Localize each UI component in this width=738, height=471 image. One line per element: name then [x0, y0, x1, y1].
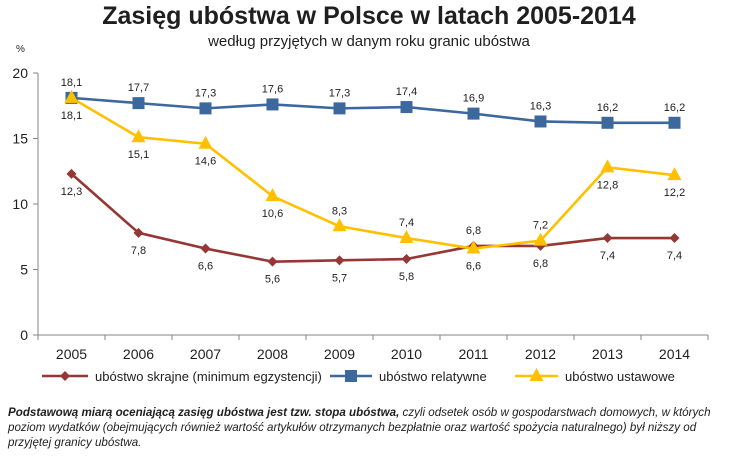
y-tick-label: 0 — [20, 327, 28, 343]
data-point — [534, 115, 547, 128]
x-tick-label: 2007 — [190, 346, 221, 362]
data-point — [333, 102, 346, 115]
data-label: 7,4 — [667, 250, 682, 262]
y-tick-label: 10 — [12, 196, 28, 212]
data-point — [266, 98, 279, 111]
x-tick-label: 2012 — [525, 346, 556, 362]
data-point — [66, 168, 77, 179]
data-point — [601, 116, 614, 129]
data-point — [600, 159, 615, 173]
data-label: 15,1 — [128, 149, 149, 161]
data-label: 17,3 — [329, 87, 350, 99]
y-tick-label: 15 — [12, 131, 28, 147]
data-label: 7,2 — [533, 220, 548, 232]
data-label: 7,4 — [600, 250, 615, 262]
series-line-1 — [70, 172, 675, 263]
data-point — [332, 218, 347, 232]
data-label: 10,6 — [262, 208, 283, 220]
x-tick-label: 2011 — [458, 346, 488, 362]
series-line-3 — [70, 96, 675, 250]
series-markers — [64, 89, 682, 267]
legend-label: ubóstwo ustawowe — [565, 369, 675, 384]
data-labels: 12,3 7,8 6,6 5,6 5,7 5,8 6,8 6,8 7,4 7,4 18,1 17,7 1… — [61, 77, 685, 286]
data-point — [669, 233, 680, 244]
data-label: 18,1 — [61, 110, 82, 122]
data-point — [265, 188, 280, 202]
legend-marker — [529, 368, 544, 381]
x-tick-label: 2009 — [324, 346, 355, 362]
line-chart: % 0 5 10 15 20 2005 2006 2007 2008 2009 2010 2011 201… — [12, 44, 709, 384]
legend-marker — [345, 370, 357, 382]
y-tick-label: 5 — [20, 262, 28, 278]
data-label: 14,6 — [195, 156, 216, 168]
axes: % 0 5 10 15 20 2005 2006 2007 2008 2009 2010 2011 201… — [12, 44, 709, 362]
data-label: 5,8 — [399, 271, 414, 283]
x-tick-label: 2005 — [56, 346, 87, 362]
data-label: 7,8 — [131, 245, 146, 257]
data-point — [64, 89, 79, 103]
data-label: 12,3 — [61, 186, 82, 198]
chart-title: Zasięg ubóstwa w Polsce w latach 2005-20… — [102, 2, 636, 30]
data-label: 12,8 — [597, 179, 618, 191]
data-point — [466, 240, 481, 254]
data-point — [334, 255, 345, 266]
data-label: 16,3 — [530, 100, 551, 112]
x-tick-label: 2013 — [592, 346, 623, 362]
data-label: 6,6 — [466, 261, 481, 273]
data-label: 17,7 — [128, 82, 149, 94]
legend-label: ubóstwo relatywne — [379, 369, 487, 384]
data-label: 8,3 — [332, 205, 347, 217]
data-point — [131, 129, 146, 143]
data-label: 6,6 — [198, 261, 213, 273]
series-lines — [70, 96, 675, 263]
footnote-text: czyli odsetek osób w gospodarstwach domo… — [8, 406, 711, 449]
data-label: 16,9 — [463, 93, 484, 105]
data-label: 5,7 — [332, 272, 347, 284]
data-label: 17,6 — [262, 83, 283, 95]
legend: ubóstwo skrajne (minimum egzystencji) ubó… — [42, 368, 675, 384]
footnote: Podstawową miarą oceniającą zasięg ubóst… — [8, 405, 730, 450]
data-point — [668, 116, 681, 129]
series-line-2 — [71, 96, 675, 125]
y-tick-label: 20 — [12, 65, 28, 81]
data-point — [200, 243, 211, 254]
data-label: 7,4 — [399, 217, 414, 229]
data-label: 17,3 — [195, 87, 216, 99]
data-point — [133, 227, 144, 238]
data-point — [667, 167, 682, 181]
y-axis-unit: % — [16, 44, 25, 55]
x-tick-label: 2006 — [123, 346, 154, 362]
data-point — [399, 230, 414, 244]
data-point — [199, 102, 212, 115]
x-tick-label: 2014 — [659, 346, 690, 362]
footnote-bold: Podstawową miarą oceniającą zasięg ubóst… — [8, 406, 400, 419]
data-point — [533, 232, 548, 246]
data-label: 16,2 — [664, 102, 685, 114]
data-point — [467, 107, 480, 120]
data-point — [267, 256, 278, 267]
legend-label: ubóstwo skrajne (minimum egzystencji) — [95, 369, 322, 384]
data-label: 18,1 — [61, 77, 82, 89]
legend-marker — [60, 371, 70, 381]
data-label: 5,6 — [265, 274, 280, 286]
data-label: 12,2 — [664, 187, 685, 199]
data-point — [198, 135, 213, 149]
data-point — [602, 233, 613, 244]
data-label: 6,8 — [466, 225, 481, 237]
x-tick-label: 2008 — [257, 346, 288, 362]
data-point — [132, 97, 145, 110]
x-tick-label: 2010 — [391, 346, 422, 362]
chart-subtitle: według przyjętych w danym roku granic ub… — [208, 33, 530, 50]
data-point — [400, 101, 413, 114]
data-point — [401, 254, 412, 265]
data-label: 6,8 — [533, 258, 548, 270]
data-label: 16,2 — [597, 102, 618, 114]
data-label: 17,4 — [396, 86, 417, 98]
